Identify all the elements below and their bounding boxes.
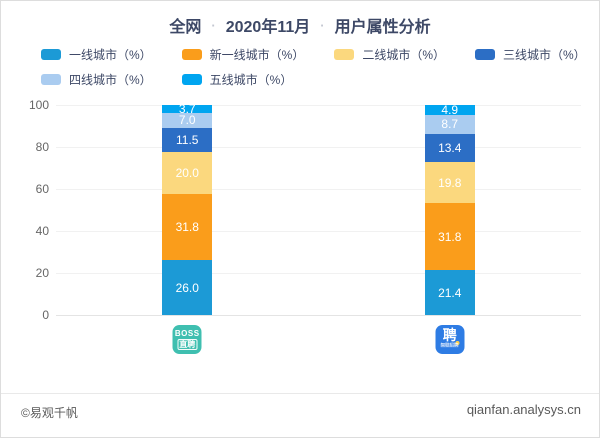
legend-item: 五线城市（%） (181, 73, 293, 87)
legend-item: 一线城市（%） (41, 48, 152, 62)
bar-segment-value: 13.4 (438, 140, 462, 155)
title-period: 2020年11月 (225, 19, 311, 36)
legend-label: 五线城市（%） (209, 73, 293, 87)
x-axis-labels: BOSS 直聘 聘 智联招聘 (56, 325, 581, 361)
plot-area: 0 20 40 60 80 100 26.0 31.8 20.0 11.5 7.0 3.7 21.4 31… (29, 99, 581, 321)
footer-divider (1, 393, 599, 394)
bar-segment: 31.8 (424, 203, 475, 271)
copyright-text: ©易观千帆 (21, 406, 78, 420)
boss-logo-text: BOSS (174, 329, 200, 338)
legend-item: 三线城市（%） (475, 48, 586, 62)
zhaopin-yellow-dot-icon (455, 341, 460, 345)
bar-segment-value: 21.4 (438, 285, 462, 300)
bar-segment: 19.8 (424, 161, 475, 204)
bar-segment-value: 31.8 (175, 220, 199, 235)
legend-label: 二线城市（%） (362, 48, 446, 62)
legend-swatch (181, 74, 202, 85)
gridline (56, 231, 581, 232)
bar-segment-value: 8.7 (441, 117, 459, 132)
chart-title: 全网 · 2020年11月 · 用户属性分析 (1, 13, 599, 37)
y-axis-tick-label: 20 (35, 266, 49, 280)
y-axis-tick-label: 40 (35, 224, 49, 238)
x-axis-logo-zhaopin: 聘 智联招聘 (435, 325, 465, 354)
legend-label: 新一线城市（%） (209, 48, 305, 62)
bar-segment-value: 26.0 (175, 280, 199, 295)
bar-segment: 20.0 (162, 151, 213, 194)
site-url: qianfan.analysys.cn (466, 402, 581, 417)
bar-segment-value: 19.8 (438, 175, 462, 190)
gridline (56, 189, 581, 190)
bar-segment: 11.5 (162, 127, 213, 152)
legend-swatch (475, 49, 496, 60)
legend-item: 新一线城市（%） (181, 48, 305, 62)
bar-segment: 8.7 (424, 115, 475, 134)
y-axis-tick-label: 60 (35, 182, 49, 196)
legend-swatch (41, 49, 61, 60)
title-separator-dot: · (320, 17, 325, 33)
legend-label: 三线城市（%） (503, 48, 586, 62)
legend-item: 二线城市（%） (334, 48, 446, 62)
y-axis-tick-label: 100 (28, 98, 49, 112)
chart-legend: 一线城市（%） 新一线城市（%） 二线城市（%） 三线城市（%） 四线城市（%） 五线城市… (41, 48, 586, 87)
legend-swatch (181, 49, 202, 60)
bar-segment: 21.4 (424, 270, 475, 315)
legend-label: 一线城市（%） (69, 48, 152, 62)
legend-swatch (334, 49, 355, 60)
bar-segment: 3.7 (162, 101, 213, 116)
bar-segment-value: 4.9 (441, 103, 459, 118)
gridline (56, 147, 581, 148)
gridline (56, 315, 581, 316)
bar-segment: 13.4 (424, 133, 475, 162)
bar-segment-value: 7.0 (178, 113, 196, 128)
gridline (56, 105, 581, 106)
bar-segment-value: 3.7 (178, 101, 196, 116)
legend-swatch (41, 74, 61, 85)
zhaopin-logo-glyph: 聘 (442, 327, 457, 343)
legend-label: 四线城市（%） (69, 73, 152, 87)
stacked-bar-2: 21.4 31.8 19.8 13.4 8.7 4.9 (424, 103, 475, 315)
bar-segment-value: 11.5 (176, 132, 199, 147)
bar-segment: 4.9 (424, 103, 475, 118)
bar-segment-value: 31.8 (438, 229, 462, 244)
bar-segment: 26.0 (162, 260, 213, 315)
x-axis-logo-boss-zhipin: BOSS 直聘 (172, 325, 202, 354)
bar-segment: 31.8 (162, 193, 213, 261)
zhaopin-logo-subtext: 智联招聘 (440, 342, 460, 348)
gridline (56, 273, 581, 274)
legend-item: 四线城市（%） (41, 73, 152, 87)
y-axis-tick-label: 80 (35, 140, 49, 154)
bar-segment: 7.0 (162, 112, 213, 128)
boss-logo-subtext: 直聘 (177, 339, 198, 350)
stacked-bar-1: 26.0 31.8 20.0 11.5 7.0 3.7 (162, 101, 213, 315)
title-scope: 全网 (169, 19, 202, 36)
title-subject: 用户属性分析 (334, 19, 431, 36)
y-axis-tick-label: 0 (42, 308, 49, 322)
title-separator-dot: · (211, 17, 216, 33)
bar-segment-value: 20.0 (175, 165, 199, 180)
